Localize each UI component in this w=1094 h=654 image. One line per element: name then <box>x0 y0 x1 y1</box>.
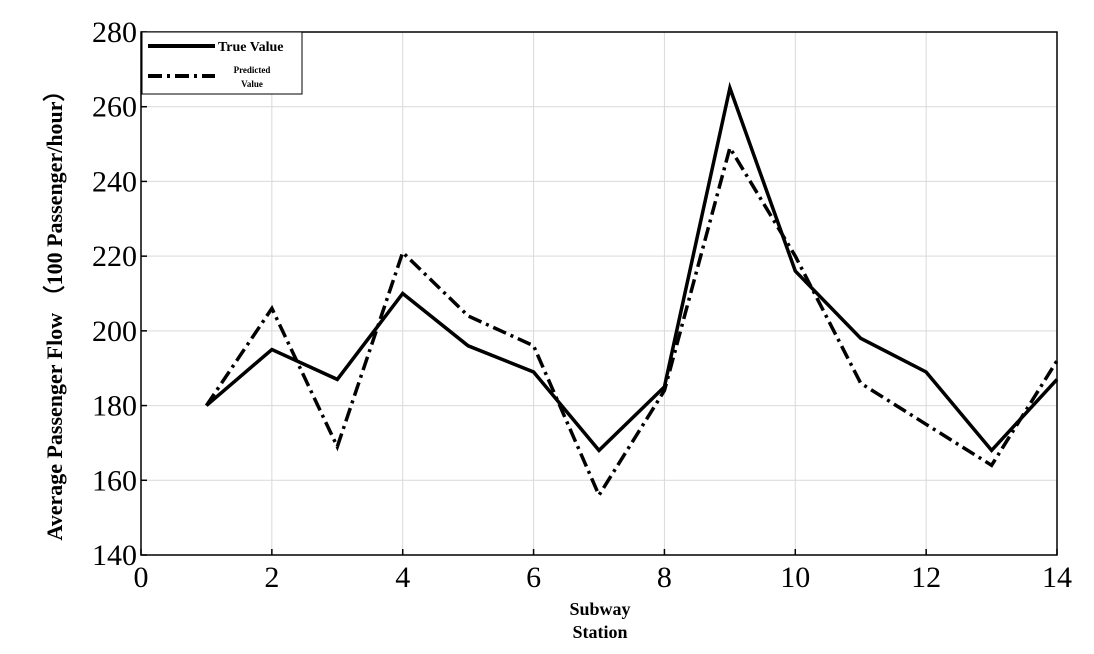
y-tick-label: 260 <box>92 91 137 124</box>
series-layer <box>204 81 1059 499</box>
x-tick-label: 4 <box>395 561 410 594</box>
legend-label-true-value: True Value <box>218 40 283 55</box>
y-tick-label: 180 <box>92 390 137 423</box>
plot-frame <box>140 31 1058 556</box>
y-axis-label: Average Passenger Flow （100 Passenger/ho… <box>42 79 67 540</box>
y-tick-label: 240 <box>92 165 137 198</box>
series-line-predicted-value <box>204 143 1059 499</box>
x-tick-label: 2 <box>264 561 279 594</box>
x-axis-label-line-2: Station <box>572 622 627 642</box>
legend-label-predicted-value-line-2: Value <box>241 79 263 89</box>
y-tick-label: 220 <box>92 240 137 273</box>
legend-label-predicted-value-line-1: Predicted <box>234 65 271 75</box>
x-axis-label-line-1: Subway <box>569 599 630 619</box>
legend-box <box>141 31 303 95</box>
axis-ticks: 0 2 4 6 8 10 12 14 140 160 180 200 220 240 260 280 <box>92 16 1072 594</box>
x-tick-label: 8 <box>657 561 672 594</box>
x-tick-label: 14 <box>1042 561 1072 594</box>
x-tick-label: 0 <box>134 561 149 594</box>
y-tick-label: 200 <box>92 315 137 348</box>
x-tick-label: 10 <box>780 561 810 594</box>
y-tick-label: 140 <box>92 539 137 572</box>
x-tick-label: 6 <box>526 561 541 594</box>
grid-lines <box>141 32 1057 555</box>
series-line-true-value <box>205 81 1059 454</box>
legend: True Value Predicted Value <box>141 31 303 95</box>
y-tick-label: 160 <box>92 464 137 497</box>
y-tick-label: 280 <box>92 16 137 49</box>
x-tick-label: 12 <box>911 561 941 594</box>
